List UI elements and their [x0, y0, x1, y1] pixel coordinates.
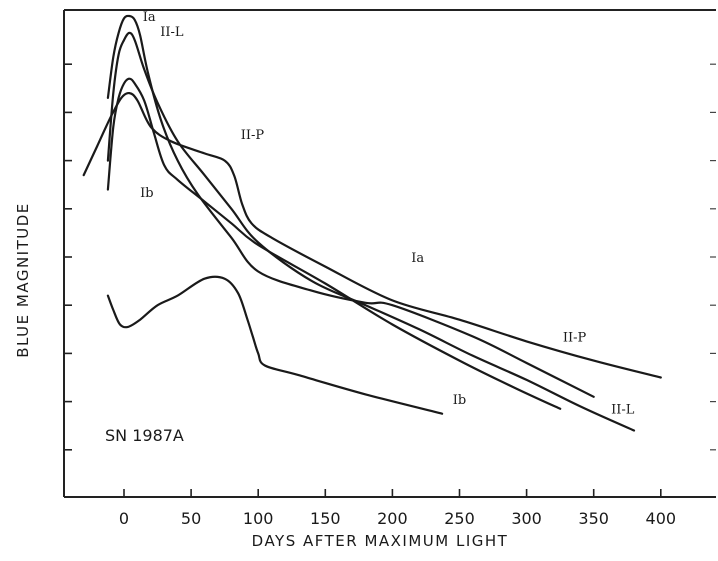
y-axis-title: BLUE MAGNITUDE: [14, 202, 32, 358]
curve-label-ia: Ia: [411, 251, 424, 266]
curve-label-ii-p: II-P: [241, 128, 265, 143]
x-tick-label: 300: [511, 509, 542, 528]
series-line-ii-l: [106, 31, 636, 432]
curve-label-layer: Ia Ia II-L II-L II-P II-P Ib Ib: [140, 10, 635, 418]
curve-label-ia: Ia: [143, 10, 156, 25]
x-tick-label: 50: [181, 509, 201, 528]
tick-layer: 0 50 100 150 200 250 300 350 400: [64, 63, 716, 528]
x-axis-title: DAYS AFTER MAXIMUM LIGHT: [252, 532, 509, 550]
x-tick-label: 350: [578, 509, 609, 528]
x-tick-label: 0: [119, 509, 129, 528]
curve-label-ib: Ib: [453, 393, 466, 408]
plot-frame-layer: [63, 9, 716, 498]
curve-label-ii-p: II-P: [563, 330, 587, 345]
series-line-ii-p: [82, 91, 662, 379]
chart-annotation: SN 1987A: [105, 426, 184, 445]
series-line-sn-1987a: [106, 275, 444, 415]
x-tick-label: 250: [444, 509, 475, 528]
x-tick-label: 200: [377, 509, 408, 528]
curve-layer: [82, 14, 662, 432]
x-tick-label: 150: [310, 509, 341, 528]
curve-label-ii-l: II-L: [611, 403, 635, 418]
series-line-ia: [106, 14, 595, 398]
curve-label-ii-l: II-L: [160, 25, 184, 40]
curve-label-ib: Ib: [140, 186, 153, 201]
series-line-ib: [106, 77, 562, 410]
x-tick-label: 100: [243, 509, 274, 528]
x-tick-label: 400: [646, 509, 677, 528]
